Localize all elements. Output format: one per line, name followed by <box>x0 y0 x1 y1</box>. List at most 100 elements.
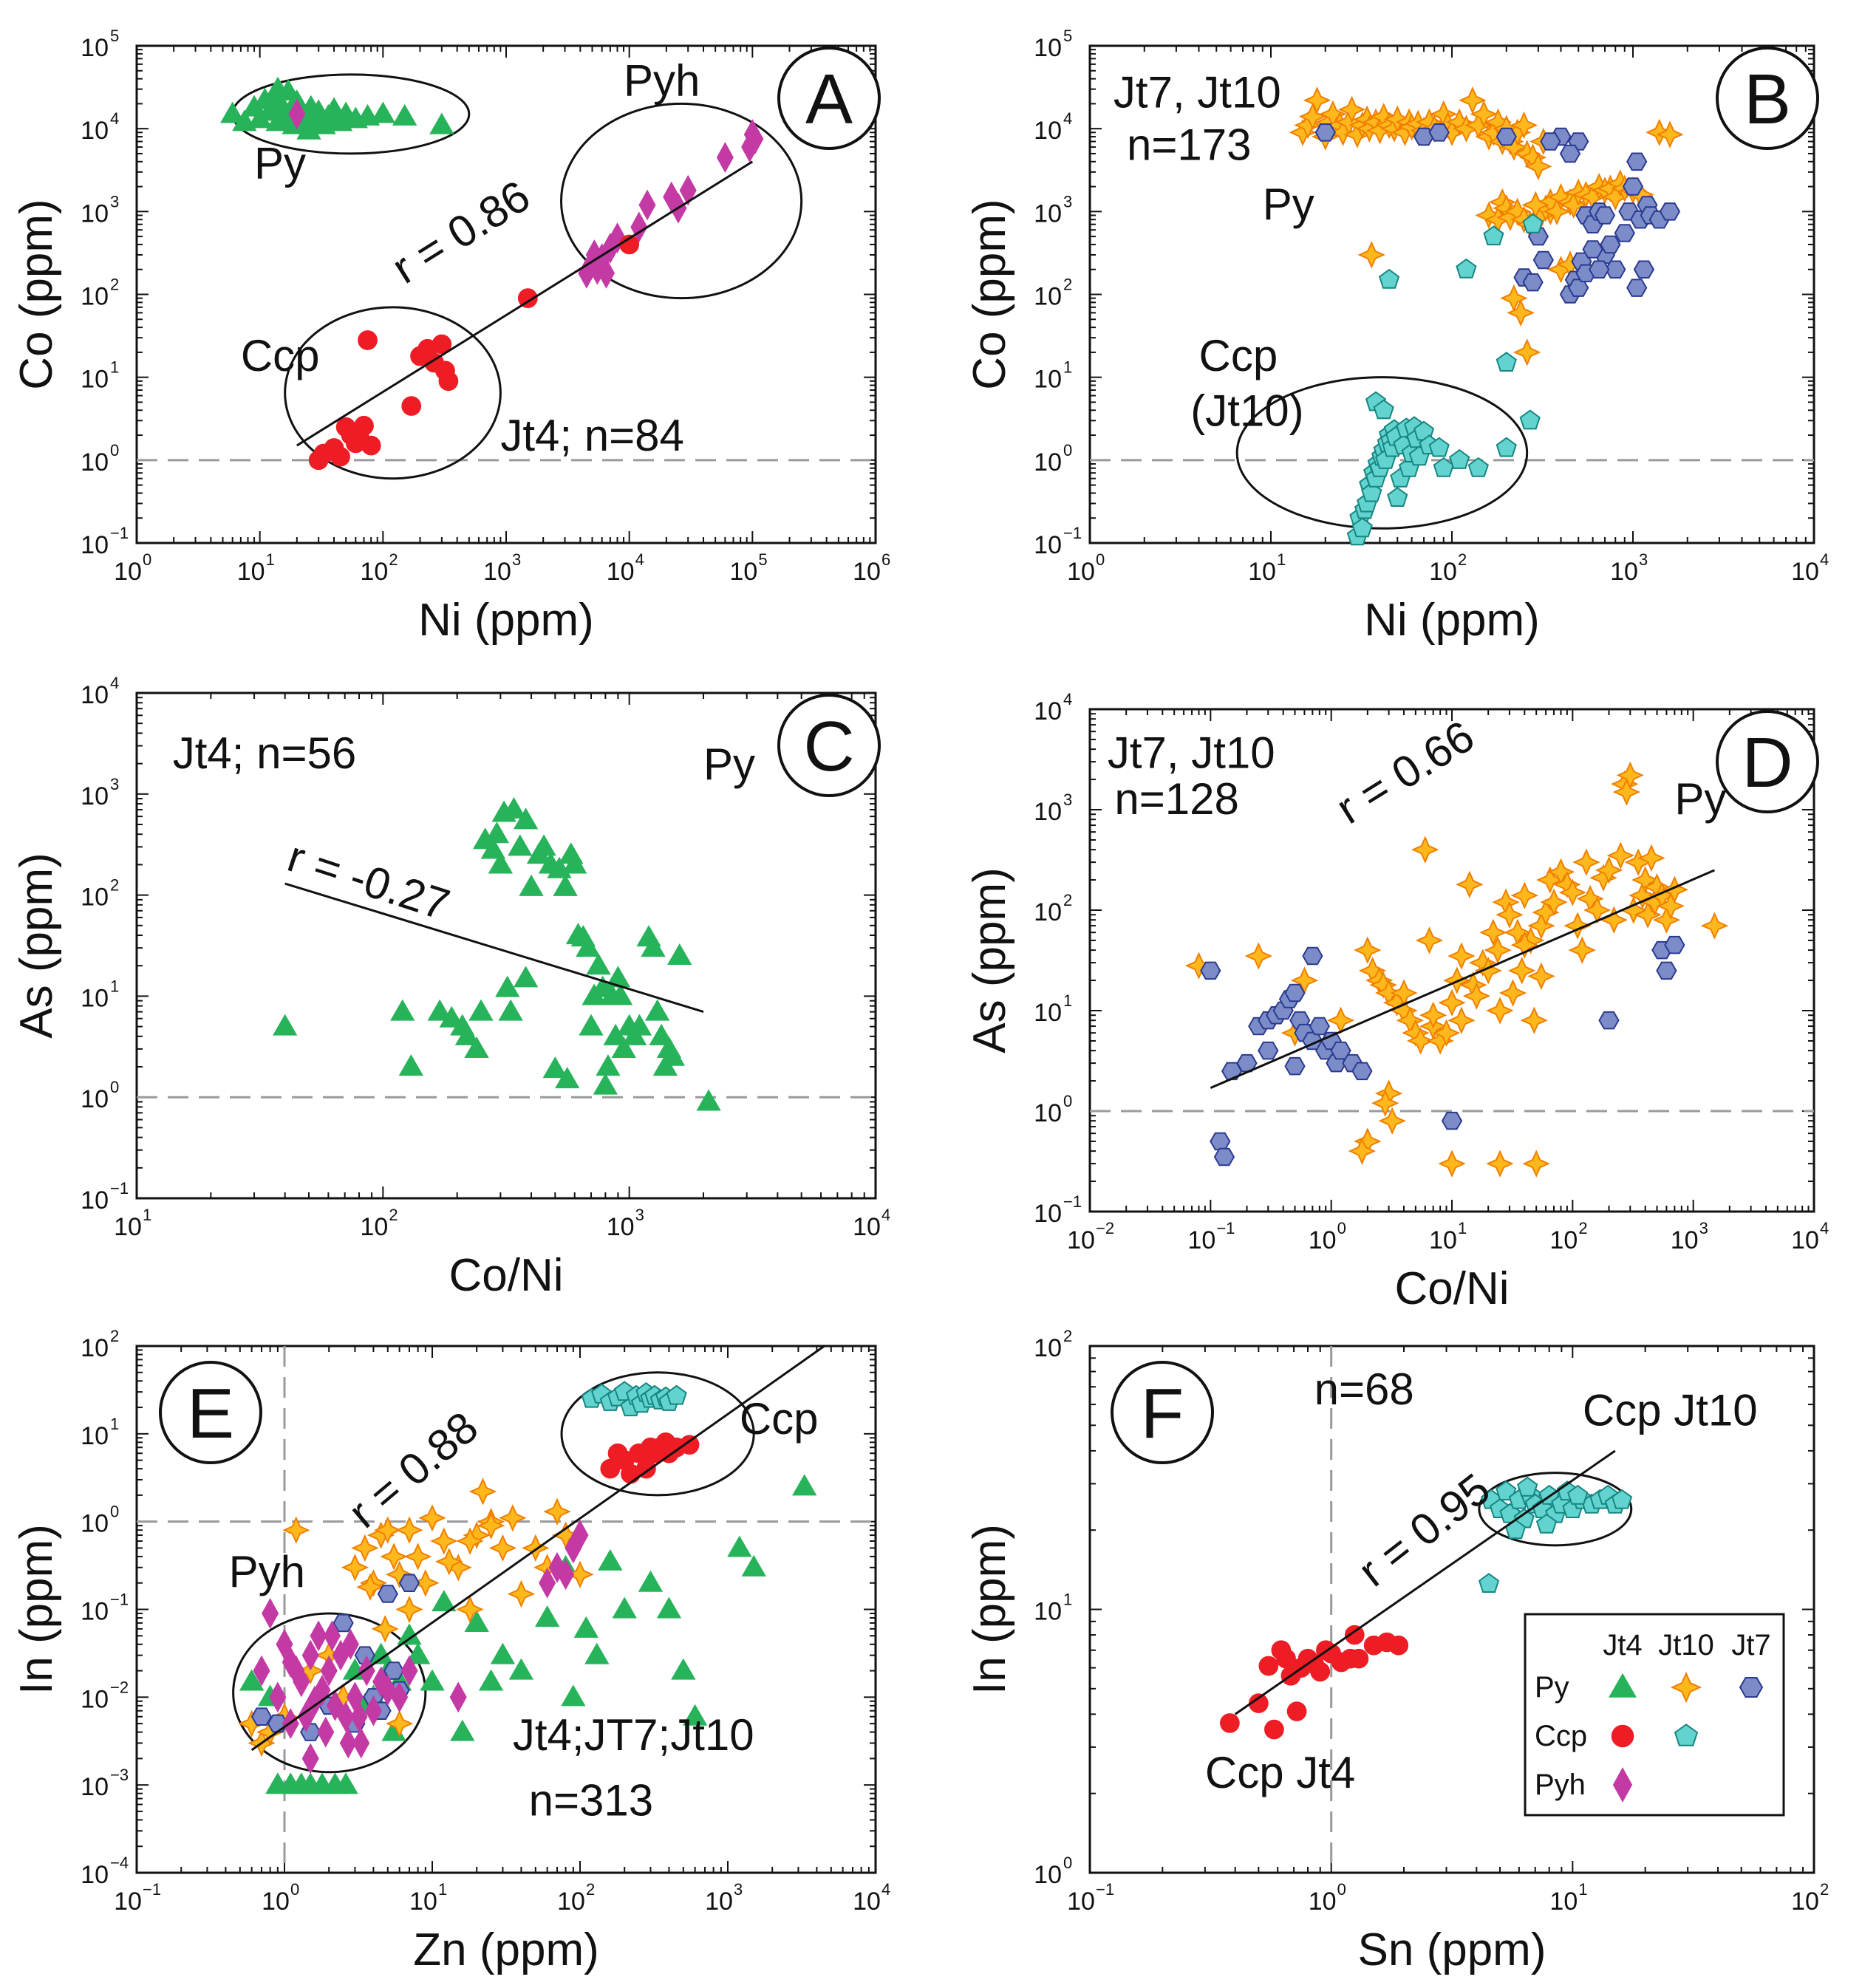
y-tick-exponent: 0 <box>110 1503 119 1521</box>
data-point <box>519 874 544 896</box>
data-point <box>478 1669 504 1691</box>
data-point <box>679 174 697 206</box>
x-tick-exponent: −1 <box>1096 1880 1114 1899</box>
data-point <box>1467 457 1489 477</box>
x-tick-exponent: 0 <box>143 550 151 569</box>
panel-letter-circle <box>1111 1361 1214 1464</box>
legend-marker-py-jt4 <box>1609 1673 1637 1698</box>
data-point <box>1479 918 1507 946</box>
data-point <box>1200 961 1221 980</box>
data-point <box>1484 936 1512 964</box>
x-tick-exponent: 2 <box>586 1880 595 1899</box>
group-ellipse-pyh <box>560 102 803 300</box>
data-point <box>1344 1625 1365 1645</box>
data-point <box>1513 338 1541 366</box>
data-point <box>498 999 523 1021</box>
x-tick-label: 10 <box>262 1888 290 1916</box>
x-tick-exponent: 2 <box>1820 1880 1829 1899</box>
regression-line <box>1210 869 1716 1090</box>
data-point <box>1507 957 1536 985</box>
y-tick-label: 10 <box>1034 1099 1062 1127</box>
legend-col-jt4: Jt4 <box>1603 1629 1642 1661</box>
y-tick-label: 10 <box>1034 999 1062 1027</box>
data-point <box>427 999 452 1021</box>
data-point <box>354 415 374 436</box>
annotation: Py <box>254 139 306 188</box>
data-point <box>1631 866 1660 894</box>
x-tick-exponent: 1 <box>266 550 275 569</box>
data-point <box>288 98 306 130</box>
data-point <box>656 1596 682 1619</box>
data-point <box>1447 942 1476 970</box>
x-tick-exponent: 1 <box>143 1206 151 1224</box>
y-tick-exponent: 5 <box>110 27 119 45</box>
data-point <box>1411 836 1439 864</box>
data-point <box>352 1727 370 1759</box>
data-point <box>1310 1661 1331 1682</box>
data-point <box>1520 1006 1548 1034</box>
x-tick-label: 10 <box>1791 1888 1819 1916</box>
data-point <box>449 1681 467 1713</box>
y-tick-exponent: 2 <box>1063 276 1072 294</box>
data-point <box>398 1054 423 1076</box>
y-tick-exponent: 4 <box>1063 690 1072 708</box>
data-point <box>584 1642 610 1664</box>
data-point <box>1496 901 1524 929</box>
data-point <box>464 1610 489 1632</box>
data-point <box>696 1089 721 1111</box>
series-ccp-jt10 <box>1346 213 1544 546</box>
data-point <box>542 1056 568 1079</box>
data-point <box>438 371 459 392</box>
data-point <box>361 435 381 456</box>
data-point <box>1447 1006 1476 1034</box>
series-py-jt10 <box>1184 761 1729 1178</box>
data-point <box>1622 177 1644 196</box>
data-point <box>638 189 656 221</box>
data-point <box>561 1684 586 1707</box>
data-point <box>1438 1150 1466 1178</box>
x-tick-exponent: −1 <box>1216 1219 1235 1237</box>
x-tick-label: 10 <box>237 558 265 586</box>
data-point <box>1462 982 1491 1010</box>
x-tick-exponent: 0 <box>1337 1219 1346 1237</box>
y-tick-label: 10 <box>81 1773 109 1801</box>
data-point <box>557 1559 575 1591</box>
data-point <box>1517 1476 1538 1497</box>
data-point <box>1657 892 1685 920</box>
data-point <box>1388 1635 1409 1656</box>
data-point <box>454 1023 480 1045</box>
x-axis-label: Ni (ppm) <box>418 595 594 646</box>
y-tick-exponent: 1 <box>110 358 119 377</box>
y-tick-label: 10 <box>81 448 109 476</box>
data-point <box>377 1585 398 1603</box>
data-point <box>746 123 764 155</box>
y-tick-label: 10 <box>1034 117 1062 145</box>
data-point <box>1415 926 1444 954</box>
data-point <box>1519 409 1541 430</box>
x-tick-exponent: 2 <box>389 1206 398 1224</box>
y-tick-label: 10 <box>1034 697 1062 725</box>
data-point <box>638 1570 664 1592</box>
data-point <box>1221 1062 1243 1081</box>
x-tick-label: 10 <box>705 1888 733 1916</box>
data-point <box>607 983 633 1005</box>
data-point <box>1244 942 1273 970</box>
x-tick-label: 10 <box>853 558 881 586</box>
data-point <box>1449 448 1470 469</box>
data-point <box>1583 896 1612 924</box>
data-point <box>320 1655 338 1687</box>
data-point <box>1522 213 1544 233</box>
data-point <box>273 1014 298 1036</box>
data-point <box>576 935 601 957</box>
data-point <box>555 1067 580 1089</box>
data-point <box>1456 258 1477 279</box>
legend: Jt4 Jt10 Jt7 Py Ccp Pyh <box>1524 1613 1785 1817</box>
x-tick-label: 10 <box>114 1888 142 1916</box>
y-tick-exponent: −4 <box>110 1854 129 1872</box>
x-tick-exponent: 3 <box>1639 550 1648 569</box>
y-tick-exponent: 1 <box>1063 358 1072 377</box>
y-tick-exponent: 1 <box>1063 1591 1072 1609</box>
panel-letter-d: D <box>1742 723 1793 802</box>
data-point <box>571 1520 589 1551</box>
